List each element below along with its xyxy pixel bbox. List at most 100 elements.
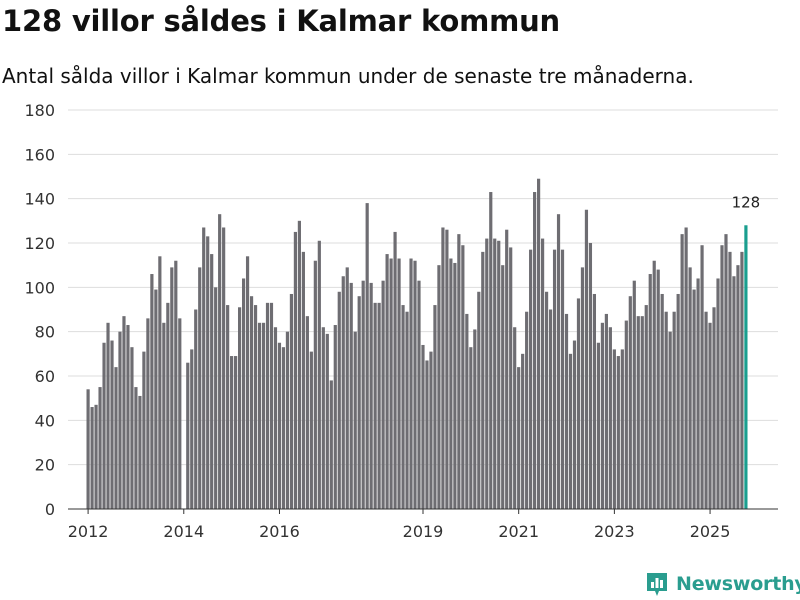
y-tick-label: 40 bbox=[35, 411, 55, 430]
bar bbox=[285, 331, 290, 509]
bar bbox=[632, 280, 636, 509]
bar bbox=[708, 322, 712, 509]
y-axis-ticks: 0 20 40 60 80 100 120 140 160 180 bbox=[24, 101, 55, 519]
bar bbox=[218, 214, 222, 509]
bar bbox=[154, 289, 158, 509]
bar bbox=[293, 231, 297, 510]
bar bbox=[369, 282, 373, 509]
bar bbox=[118, 331, 122, 509]
bar bbox=[86, 389, 90, 509]
x-tick-label: 2025 bbox=[690, 522, 731, 541]
bar bbox=[537, 178, 541, 509]
bar bbox=[249, 296, 254, 509]
x-tick-label: 2019 bbox=[403, 522, 444, 541]
chart-title: 128 villor såldes i Kalmar kommun bbox=[2, 4, 560, 38]
x-tick-label: 2016 bbox=[259, 522, 300, 541]
bar bbox=[337, 291, 341, 509]
bar bbox=[341, 276, 345, 509]
bar bbox=[170, 267, 174, 509]
bar bbox=[712, 307, 716, 509]
bar bbox=[329, 380, 333, 509]
bar bbox=[130, 347, 134, 509]
brand-name: Newsworthy bbox=[676, 573, 800, 595]
bar bbox=[313, 260, 317, 509]
bar bbox=[628, 296, 632, 509]
bar bbox=[409, 258, 413, 509]
y-tick-label: 0 bbox=[45, 500, 55, 519]
y-tick-label: 20 bbox=[35, 456, 55, 475]
bar bbox=[740, 251, 744, 509]
bar bbox=[150, 274, 154, 509]
bar bbox=[596, 342, 600, 509]
x-axis: 2012 2014 2016 2019 2021 2023 2025 bbox=[68, 508, 778, 541]
bar bbox=[98, 387, 102, 509]
bar bbox=[552, 249, 557, 509]
bar bbox=[234, 356, 238, 509]
bar bbox=[604, 313, 608, 509]
bar bbox=[660, 293, 664, 509]
bar bbox=[564, 313, 569, 509]
bar bbox=[381, 280, 385, 509]
bar bbox=[608, 327, 612, 509]
bar bbox=[114, 367, 118, 509]
bar bbox=[724, 234, 728, 509]
y-tick-label: 160 bbox=[24, 145, 55, 164]
x-tick-label: 2021 bbox=[498, 522, 539, 541]
x-tick-label: 2023 bbox=[594, 522, 635, 541]
x-tick-label: 2014 bbox=[163, 522, 204, 541]
y-tick-label: 180 bbox=[24, 101, 55, 120]
bar bbox=[94, 404, 98, 509]
bar bbox=[198, 267, 202, 509]
bar bbox=[541, 238, 545, 509]
bar bbox=[465, 313, 469, 509]
bar bbox=[325, 333, 329, 509]
bar bbox=[305, 316, 309, 509]
newsworthy-logo: Newsworthy bbox=[645, 570, 800, 598]
bar bbox=[158, 256, 162, 509]
bar bbox=[333, 325, 337, 509]
bar bbox=[600, 322, 604, 509]
y-tick-label: 120 bbox=[24, 234, 55, 253]
bar bbox=[576, 298, 581, 509]
bar-chart-logo-icon bbox=[647, 573, 667, 596]
bar bbox=[584, 209, 589, 509]
bar bbox=[230, 356, 234, 509]
bar bbox=[441, 227, 445, 510]
bar bbox=[556, 214, 561, 509]
y-tick-label: 140 bbox=[24, 190, 55, 209]
bar bbox=[592, 293, 597, 509]
bar bbox=[321, 327, 325, 509]
bar bbox=[357, 296, 361, 509]
bar bbox=[684, 227, 688, 510]
bar bbox=[377, 302, 381, 509]
bar-latest bbox=[744, 225, 748, 509]
bar bbox=[102, 342, 106, 509]
bar bbox=[449, 258, 453, 509]
bar bbox=[397, 258, 401, 509]
bar bbox=[162, 322, 166, 509]
bar bbox=[696, 278, 700, 509]
bar bbox=[501, 265, 505, 509]
bar bbox=[469, 347, 473, 509]
bar bbox=[433, 305, 437, 509]
bar bbox=[297, 220, 301, 509]
bar bbox=[732, 276, 736, 509]
bar bbox=[253, 305, 258, 509]
bar bbox=[210, 254, 214, 509]
bar bbox=[477, 291, 481, 509]
bar bbox=[648, 274, 652, 509]
bar bbox=[485, 238, 489, 509]
bar bbox=[429, 351, 433, 509]
bar bbox=[273, 327, 278, 509]
x-tick-label: 2012 bbox=[68, 522, 109, 541]
bar bbox=[620, 349, 624, 509]
bar bbox=[493, 238, 497, 509]
bar bbox=[265, 302, 270, 509]
bar bbox=[353, 331, 357, 509]
bar bbox=[588, 243, 593, 509]
bar bbox=[720, 245, 724, 509]
bar bbox=[245, 256, 250, 509]
bar bbox=[509, 247, 513, 509]
bar bbox=[461, 245, 465, 509]
